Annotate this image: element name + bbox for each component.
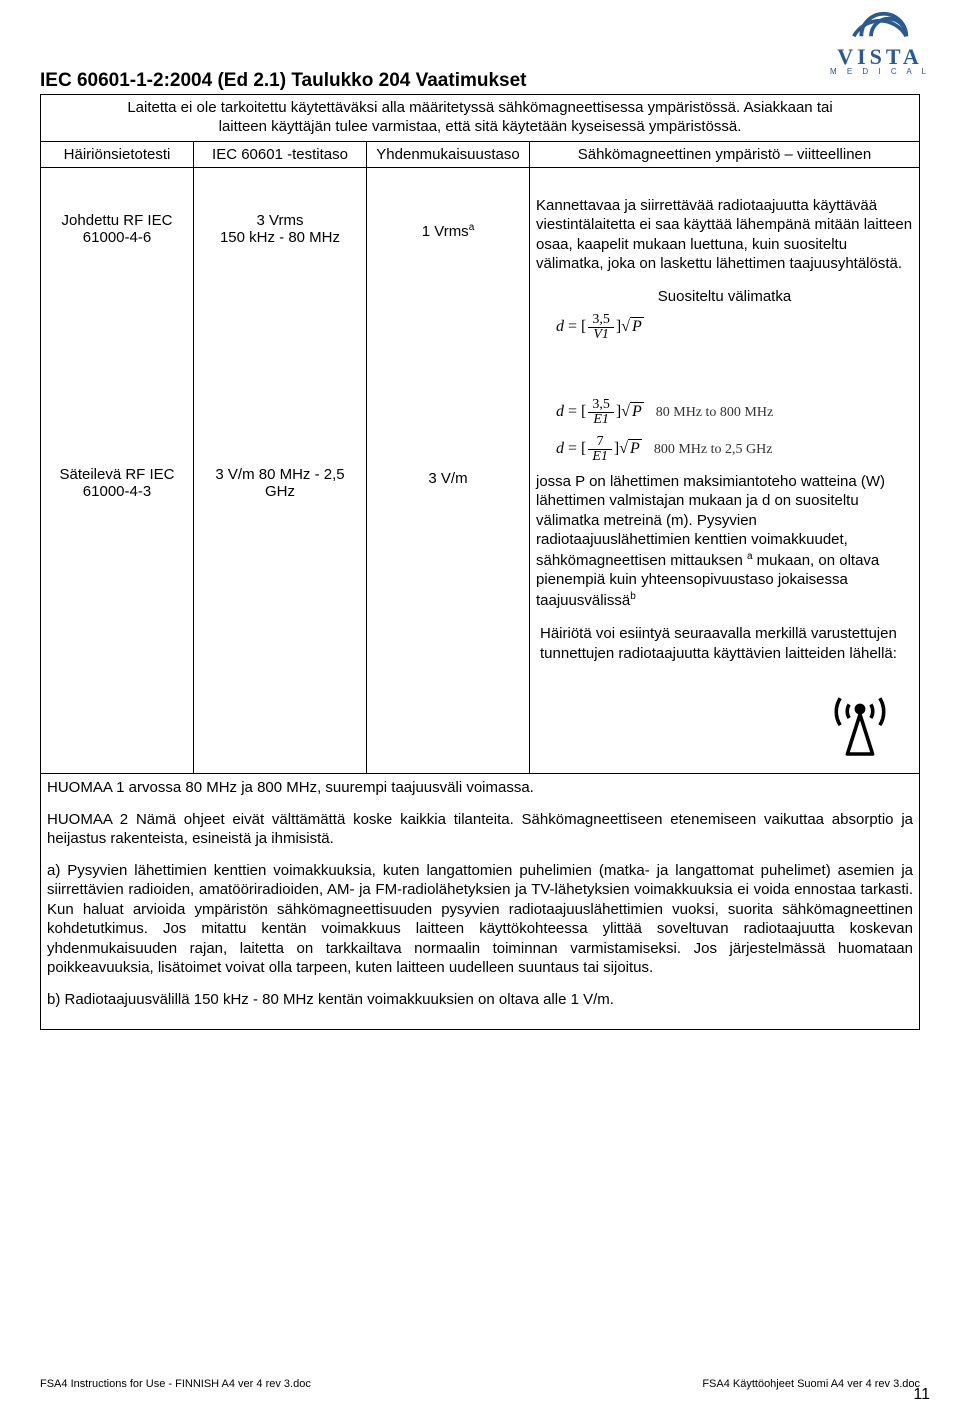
wireless-icon (815, 673, 905, 763)
recommended-label: Suositeltu välimatka (536, 288, 913, 305)
level1-line1: 3 Vrms (200, 212, 360, 229)
note3: a) Pysyvien lähettimien kenttien voimakk… (47, 861, 913, 978)
intro-cell: Laitetta ei ole tarkoitettu käytettäväks… (41, 95, 920, 142)
intro-line1: Laitetta ei ole tarkoitettu käytettäväks… (127, 99, 832, 116)
comp1: 1 Vrmsa (373, 222, 523, 240)
page-title: IEC 60601-1-2:2004 (Ed 2.1) Taulukko 204… (40, 70, 920, 92)
test1-line1: Johdettu RF IEC (47, 212, 187, 229)
note1: HUOMAA 1 arvossa 80 MHz ja 800 MHz, suur… (47, 778, 913, 798)
intro-line2: laitteen käyttäjän tulee varmistaa, että… (219, 118, 742, 135)
header-row: Häiriönsietotesti IEC 60601 -testitaso Y… (41, 141, 920, 167)
vista-logo: VISTA M E D I C A L (820, 10, 940, 76)
hdr-compliance: Yhdenmukaisuustaso (367, 141, 530, 167)
logo-arcs-icon (840, 10, 920, 40)
guidance1: Kannettavaa ja siirrettävää radiotaajuut… (536, 196, 913, 274)
logo-sub: M E D I C A L (820, 67, 940, 76)
formula-e1-800: d = [7E1]√P 800 MHz to 2,5 GHz (556, 435, 913, 464)
comp2: 3 V/m (373, 470, 523, 487)
notes-row: HUOMAA 1 arvossa 80 MHz ja 800 MHz, suur… (41, 774, 920, 1030)
page-number: 11 (913, 1386, 930, 1404)
test2-line2: 61000-4-3 (47, 483, 187, 500)
guidance2: jossa P on lähettimen maksimiantoteho wa… (536, 472, 913, 611)
note2: HUOMAA 2 Nämä ohjeet eivät välttämättä k… (47, 810, 913, 849)
level2-line2: GHz (200, 483, 360, 500)
formula-e1-80: d = [3,5E1]√P 80 MHz to 800 MHz (556, 398, 913, 427)
guidance3: Häiriötä voi esiintyä seuraavalla merkil… (536, 624, 913, 663)
col-tests: Johdettu RF IEC 61000-4-6 Säteilevä RF I… (41, 167, 194, 774)
hdr-environment: Sähkömagneettinen ympäristö – viitteelli… (530, 141, 920, 167)
footer-right: FSA4 Käyttöohjeet Suomi A4 ver 4 rev 3.d… (702, 1378, 920, 1390)
col-guidance: Kannettavaa ja siirrettävää radiotaajuut… (530, 167, 920, 774)
level2-line1: 3 V/m 80 MHz - 2,5 (200, 466, 360, 483)
col-compliance: 1 Vrmsa 3 V/m (367, 167, 530, 774)
page: VISTA M E D I C A L IEC 60601-1-2:2004 (… (0, 0, 960, 1410)
col-levels: 3 Vrms 150 kHz - 80 MHz 3 V/m 80 MHz - 2… (194, 167, 367, 774)
data-row: Johdettu RF IEC 61000-4-6 Säteilevä RF I… (41, 167, 920, 774)
emc-table: Laitetta ei ole tarkoitettu käytettäväks… (40, 94, 920, 1030)
test1-line2: 61000-4-6 (47, 229, 187, 246)
footer-left: FSA4 Instructions for Use - FINNISH A4 v… (40, 1378, 311, 1390)
level1-line2: 150 kHz - 80 MHz (200, 229, 360, 246)
hdr-testlevel: IEC 60601 -testitaso (194, 141, 367, 167)
hdr-immunity: Häiriönsietotesti (41, 141, 194, 167)
note4: b) Radiotaajuusvälillä 150 kHz - 80 MHz … (47, 990, 913, 1010)
test2-line1: Säteilevä RF IEC (47, 466, 187, 483)
formula-v1: d = [3,5V1]√P (556, 313, 913, 342)
notes-cell: HUOMAA 1 arvossa 80 MHz ja 800 MHz, suur… (41, 774, 920, 1030)
logo-brand: VISTA (820, 47, 940, 67)
footer: FSA4 Instructions for Use - FINNISH A4 v… (40, 1378, 920, 1390)
